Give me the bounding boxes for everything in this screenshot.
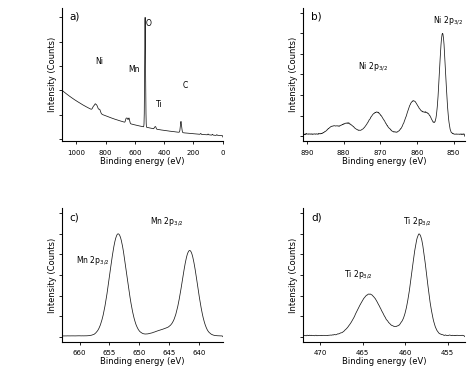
Text: Ti 2p$_{3/2}$: Ti 2p$_{3/2}$ [403,215,432,228]
X-axis label: Binding energy (eV): Binding energy (eV) [342,157,426,166]
Text: Ti: Ti [156,100,163,109]
Text: Mn: Mn [128,65,139,74]
Text: Ni 2p$_{3/2}$: Ni 2p$_{3/2}$ [358,61,388,73]
Y-axis label: Intensity (Counts): Intensity (Counts) [290,37,299,112]
Y-axis label: Intensity (Counts): Intensity (Counts) [48,37,57,112]
Text: Mn 2p$_{3/2}$: Mn 2p$_{3/2}$ [76,254,109,266]
Text: C: C [182,81,188,90]
Y-axis label: Intensity (Counts): Intensity (Counts) [48,237,57,313]
Text: O: O [146,19,152,28]
Text: b): b) [311,12,322,22]
X-axis label: Binding energy (eV): Binding energy (eV) [100,358,184,366]
Text: Ni 2p$_{3/2}$: Ni 2p$_{3/2}$ [433,14,463,27]
Text: Mn 2p$_{3/2}$: Mn 2p$_{3/2}$ [150,215,184,228]
Text: Ti 2p$_{3/2}$: Ti 2p$_{3/2}$ [344,268,373,281]
X-axis label: Binding energy (eV): Binding energy (eV) [342,358,426,366]
Text: a): a) [70,12,80,22]
Text: d): d) [311,212,322,222]
Text: c): c) [70,212,80,222]
X-axis label: Binding energy (eV): Binding energy (eV) [100,157,184,166]
Y-axis label: Intensity (Counts): Intensity (Counts) [290,237,299,313]
Text: Ni: Ni [95,56,103,66]
